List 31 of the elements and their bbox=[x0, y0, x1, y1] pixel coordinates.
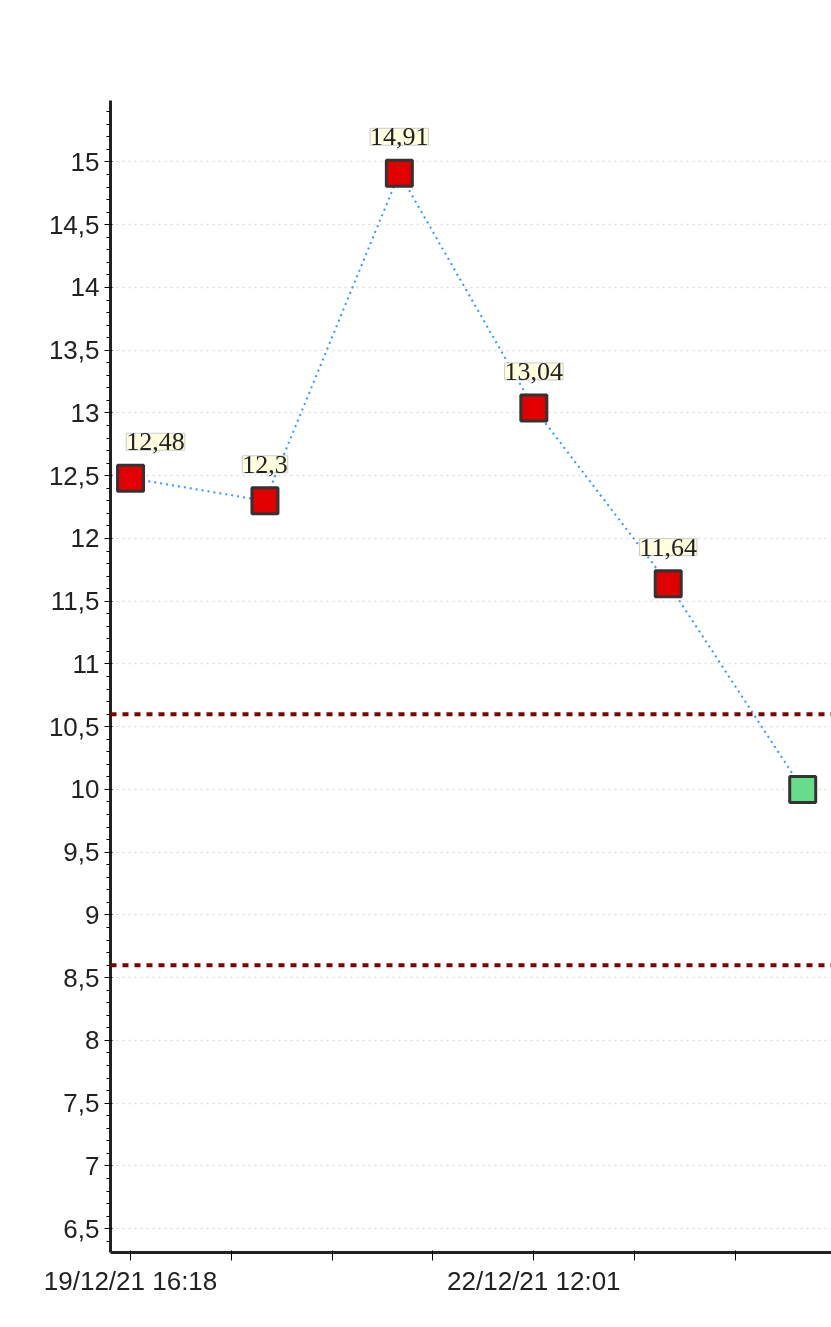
y-tick-label: 11 bbox=[72, 648, 100, 679]
y-tick-label: 7 bbox=[85, 1150, 100, 1181]
y-tick-label: 12,5 bbox=[48, 460, 100, 491]
point bbox=[788, 774, 818, 804]
y-tick-label: 12 bbox=[70, 523, 100, 554]
y-tick-label: 13 bbox=[70, 397, 100, 428]
point bbox=[384, 158, 414, 188]
point bbox=[250, 486, 280, 516]
y-tick-label: 10,5 bbox=[48, 711, 100, 742]
y-tick-label: 9,5 bbox=[63, 837, 100, 868]
x-tick-label: 22/12/21 12:01 bbox=[447, 1265, 621, 1296]
data-label: 12,48 bbox=[126, 427, 185, 457]
data-label: 11,64 bbox=[639, 532, 697, 562]
y-tick-label: 10 bbox=[70, 774, 100, 805]
y-tick-label: 11,5 bbox=[50, 586, 100, 617]
data-label: 12,3 bbox=[242, 449, 288, 479]
point bbox=[519, 393, 549, 423]
y-tick-label: 9 bbox=[85, 899, 100, 930]
point bbox=[653, 569, 683, 599]
x-tick-label: 19/12/21 16:18 bbox=[43, 1265, 218, 1296]
y-tick-label: 6,5 bbox=[63, 1213, 100, 1244]
point bbox=[116, 463, 146, 493]
data-label: 13,04 bbox=[504, 356, 564, 386]
y-tick-label: 8 bbox=[85, 1025, 100, 1056]
data-label: 14,91 bbox=[370, 122, 429, 152]
y-tick-label: 14 bbox=[70, 272, 100, 303]
y-tick-label: 14,5 bbox=[48, 209, 100, 240]
y-tick-label: 8,5 bbox=[63, 962, 100, 993]
y-tick-label: 7,5 bbox=[63, 1088, 100, 1119]
y-tick-label: 13,5 bbox=[48, 335, 100, 366]
y-tick-label: 15 bbox=[70, 146, 100, 177]
